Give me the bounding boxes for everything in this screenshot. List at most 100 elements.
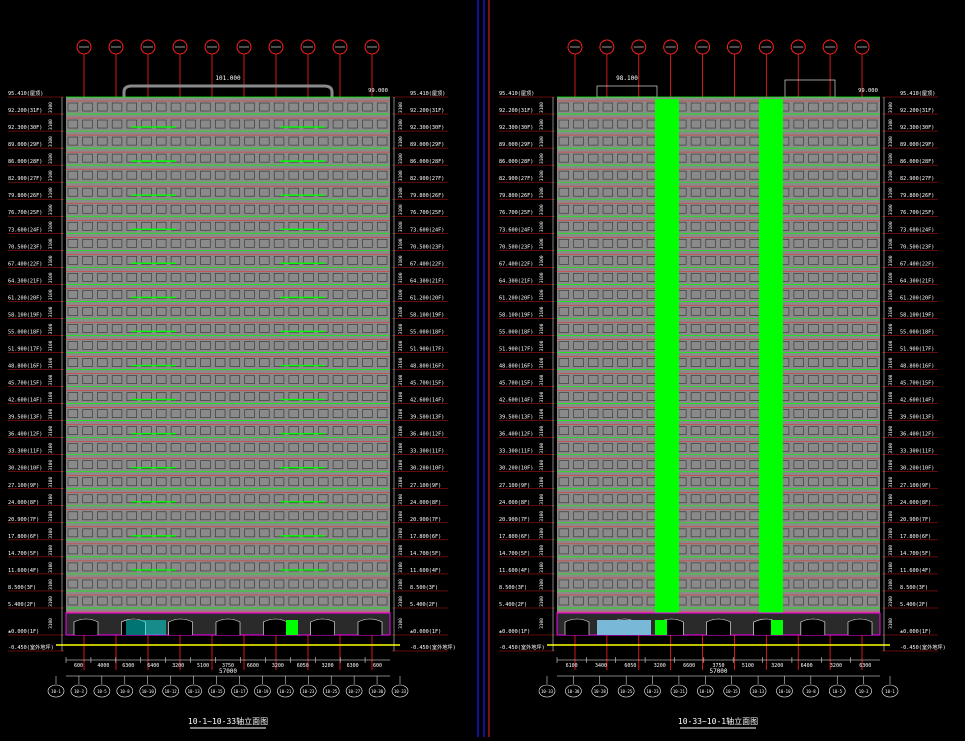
level-label-right: 70.500(23F) (900, 244, 934, 250)
window (332, 409, 344, 418)
window (690, 511, 702, 521)
floor-height-dim: 3100 (539, 204, 545, 215)
window (617, 477, 628, 487)
floor-height-dim: 3100 (539, 618, 545, 629)
window (67, 238, 79, 248)
window (82, 273, 93, 282)
window (632, 443, 643, 452)
window (332, 511, 344, 521)
glass-entrance (597, 620, 651, 635)
window (126, 545, 137, 555)
shop-arch (357, 618, 383, 635)
window (867, 375, 878, 384)
level-label-left: 48.800(16F) (8, 364, 42, 370)
floor-height-dim: 3100 (398, 618, 404, 629)
window (82, 375, 93, 384)
dim-value: 3200 (272, 663, 284, 669)
window (259, 375, 270, 384)
window (705, 545, 716, 555)
window (690, 562, 702, 572)
window (82, 221, 93, 231)
window (318, 579, 329, 589)
window (705, 528, 716, 538)
window (617, 358, 628, 367)
dim-value: 6600 (247, 663, 259, 669)
window (837, 238, 848, 248)
bottom-axis-label: 10-27 (348, 689, 361, 694)
window (288, 136, 299, 146)
window (303, 204, 314, 214)
window (573, 273, 584, 282)
window (573, 255, 584, 265)
window (867, 409, 878, 418)
window (244, 204, 255, 214)
floor-height-dim: 3100 (888, 357, 894, 368)
floor-height-dim: 3100 (888, 494, 894, 505)
window (347, 255, 358, 265)
window (617, 238, 628, 248)
window (111, 102, 123, 112)
window (156, 562, 167, 572)
window (602, 358, 614, 367)
window (185, 170, 196, 180)
floor-height-dim: 3100 (398, 323, 404, 334)
floor-height-dim: 3100 (539, 511, 545, 522)
window (273, 307, 285, 316)
window (588, 477, 599, 487)
window (362, 307, 373, 316)
window (558, 579, 569, 589)
window (705, 477, 716, 487)
bottom-axis-bubble (855, 684, 872, 698)
window (573, 460, 584, 470)
window (734, 528, 746, 538)
window (347, 562, 358, 572)
axis-bubble (172, 39, 188, 55)
window (97, 221, 108, 231)
window (588, 187, 599, 197)
floor-height-dim: 3100 (48, 596, 54, 607)
window (185, 187, 196, 197)
window (200, 324, 211, 333)
window (793, 255, 804, 265)
level-label-left: 20.900(7F) (499, 517, 530, 523)
floor-height-dim: 3100 (539, 119, 545, 130)
window (852, 290, 863, 299)
floor-height-dim: 3100 (888, 391, 894, 402)
window (332, 477, 344, 487)
window (632, 221, 643, 231)
floor-height-dim: 3100 (48, 511, 54, 522)
window (573, 477, 584, 487)
floor-height-dim: 3100 (888, 408, 894, 419)
floor-height-dim: 3100 (48, 374, 54, 385)
window (808, 273, 819, 282)
window (185, 579, 196, 589)
window (318, 170, 329, 180)
window (734, 170, 746, 180)
level-label-left: 17.800(6F) (8, 534, 39, 540)
window (170, 238, 182, 248)
window (318, 358, 329, 367)
window (558, 460, 569, 470)
window (852, 255, 863, 265)
window (141, 324, 152, 333)
window (705, 221, 716, 231)
window (822, 341, 834, 350)
window (303, 528, 314, 538)
window (273, 290, 285, 299)
level-label-right: 95.410(屋顶) (900, 90, 935, 97)
window (852, 579, 863, 589)
window (376, 545, 388, 555)
window (141, 392, 152, 401)
green-door (655, 620, 667, 635)
window (170, 392, 182, 401)
window (822, 187, 834, 197)
window (126, 273, 137, 282)
window (720, 221, 731, 231)
window (558, 204, 569, 214)
window (362, 324, 373, 333)
window (214, 596, 226, 606)
window (82, 136, 93, 146)
window (720, 528, 731, 538)
window (822, 426, 834, 435)
window (303, 255, 314, 265)
